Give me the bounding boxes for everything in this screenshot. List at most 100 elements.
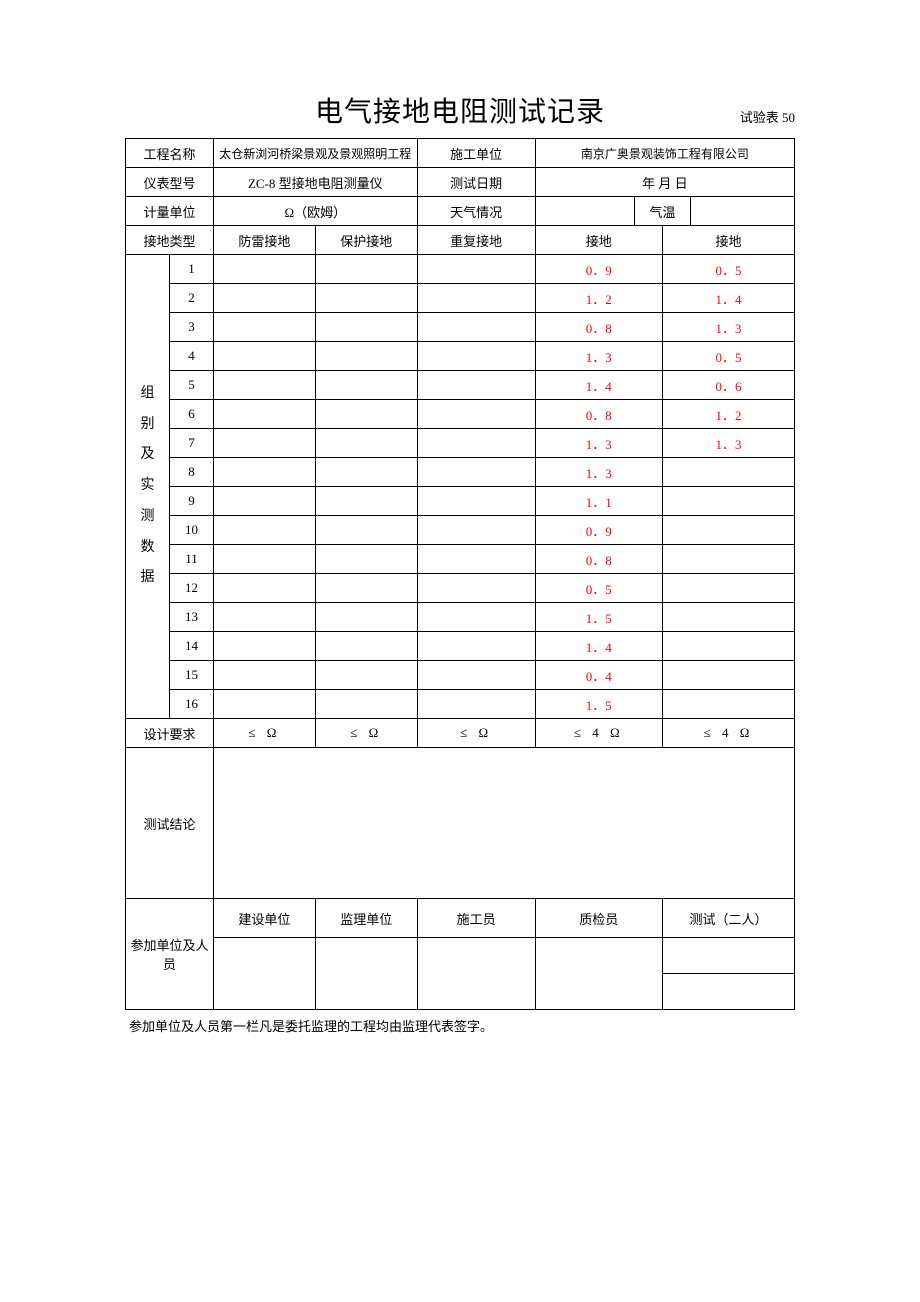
label-ground-type: 接地类型 [126,226,214,255]
label-project-name: 工程名称 [126,139,214,168]
cell-d: 0．8 [535,545,662,574]
cell-c [417,284,535,313]
cell-b [315,400,417,429]
col-header-3: 重复接地 [417,226,535,255]
row-number: 1 [169,255,213,284]
cell-d: 0．8 [535,313,662,342]
page-title: 电气接地电阻测试记录 [315,90,605,130]
cell-e: 1．2 [662,400,794,429]
value-conclusion [213,748,794,899]
cell-a [213,516,315,545]
label-test-date: 测试日期 [417,168,535,197]
participants-h5: 测试（二人） [662,899,794,938]
cell-c [417,603,535,632]
cell-e: 0．5 [662,255,794,284]
row-number: 9 [169,487,213,516]
value-project-name: 太仓新浏河桥梁景观及景观照明工程 [213,139,417,168]
cell-d: 1．5 [535,690,662,719]
row-number: 14 [169,632,213,661]
label-participants: 参加单位及人员 [126,899,214,1010]
cell-c [417,313,535,342]
cell-c [417,574,535,603]
cell-b [315,255,417,284]
cell-c [417,545,535,574]
cell-a [213,371,315,400]
col-header-5: 接地 [662,226,794,255]
cell-a [213,429,315,458]
participants-h4: 质检员 [535,899,662,938]
cell-d: 0．8 [535,400,662,429]
row-number: 15 [169,661,213,690]
label-temp: 气温 [635,197,691,226]
cell-e: 0．5 [662,342,794,371]
design-c1: ≤ Ω [213,719,315,748]
cell-d: 1．2 [535,284,662,313]
cell-a [213,603,315,632]
cell-a [213,487,315,516]
design-c3: ≤ Ω [417,719,535,748]
cell-d: 1．4 [535,371,662,400]
cell-a [213,632,315,661]
cell-c [417,371,535,400]
cell-e: 0．6 [662,371,794,400]
cell-c [417,690,535,719]
row-number: 11 [169,545,213,574]
cell-b [315,371,417,400]
cell-c [417,516,535,545]
cell-a [213,342,315,371]
sig-5a [662,938,794,974]
col-header-1: 防雷接地 [213,226,315,255]
cell-b [315,516,417,545]
form-number: 试验表 50 [740,107,795,126]
col-header-2: 保护接地 [315,226,417,255]
row-number: 13 [169,603,213,632]
value-construction-unit: 南京广奥景观装饰工程有限公司 [535,139,794,168]
label-design-req: 设计要求 [126,719,214,748]
cell-c [417,632,535,661]
cell-a [213,458,315,487]
row-number: 3 [169,313,213,342]
cell-c [417,342,535,371]
cell-a [213,284,315,313]
main-table: 工程名称 太仓新浏河桥梁景观及景观照明工程 施工单位 南京广奥景观装饰工程有限公… [125,138,795,1010]
value-instrument: ZC-8 型接地电阻测量仪 [213,168,417,197]
design-c5: ≤ 4 Ω [662,719,794,748]
cell-e [662,458,794,487]
sig-1 [213,938,315,1010]
cell-d: 1．3 [535,342,662,371]
cell-c [417,255,535,284]
cell-b [315,458,417,487]
cell-a [213,574,315,603]
label-weather: 天气情况 [417,197,535,226]
design-c4: ≤ 4 Ω [535,719,662,748]
cell-a [213,690,315,719]
row-number: 5 [169,371,213,400]
value-temp [690,197,794,226]
cell-b [315,690,417,719]
cell-a [213,545,315,574]
label-conclusion: 测试结论 [126,748,214,899]
cell-c [417,458,535,487]
row-number: 8 [169,458,213,487]
cell-e [662,487,794,516]
row-number: 4 [169,342,213,371]
row-number: 6 [169,400,213,429]
cell-d: 0．9 [535,516,662,545]
value-weather [535,197,635,226]
cell-c [417,400,535,429]
cell-b [315,487,417,516]
cell-a [213,255,315,284]
label-group-data: 组别及实测数据 [126,255,170,719]
row-number: 10 [169,516,213,545]
label-instrument: 仪表型号 [126,168,214,197]
cell-b [315,632,417,661]
cell-d: 0．4 [535,661,662,690]
row-number: 2 [169,284,213,313]
cell-b [315,661,417,690]
row-number: 7 [169,429,213,458]
cell-b [315,603,417,632]
row-number: 16 [169,690,213,719]
cell-e [662,690,794,719]
cell-c [417,429,535,458]
design-c2: ≤ Ω [315,719,417,748]
